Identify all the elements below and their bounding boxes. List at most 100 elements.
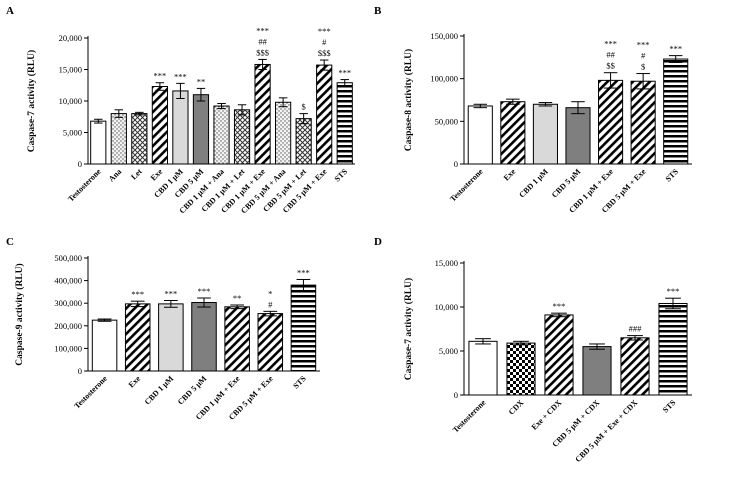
significance-label: ### (629, 324, 643, 334)
x-tick-label: STS (664, 167, 681, 184)
bar (124, 303, 151, 372)
significance-label: # (268, 299, 273, 309)
significance-label: $$ (606, 61, 615, 71)
significance-label: *** (604, 39, 617, 49)
significance-label: # (322, 37, 327, 47)
significance-label: *** (131, 289, 144, 299)
significance-label: *** (164, 288, 177, 298)
bar (151, 86, 168, 165)
bar (158, 303, 184, 372)
panel-D: D Caspase-7 activity (RLU) 0 5,000 10,000 15,… (374, 236, 692, 464)
x-tick-label: CBD 5 μM (550, 167, 583, 200)
x-tick-label: Exe (127, 374, 143, 390)
significance-label: # (641, 51, 646, 61)
bar (233, 109, 251, 165)
significance-label: ## (258, 36, 267, 46)
bar (565, 107, 591, 165)
significance-label: *** (154, 71, 167, 81)
significance-label: $$$ (318, 48, 331, 58)
y-tick-label: 400,000 (54, 276, 82, 286)
x-tick-label: Let (129, 167, 144, 182)
significance-label: *** (198, 286, 211, 296)
y-tick-label: 0 (78, 159, 82, 169)
x-tick-label: STS (291, 374, 308, 391)
x-tick-label: Exe (149, 167, 165, 183)
y-tick-label: 100,000 (430, 74, 458, 84)
panel-label-C: C (6, 236, 14, 248)
x-tick-label: Testosterone (448, 167, 485, 204)
significance-label: *** (637, 40, 650, 50)
bar (316, 64, 333, 165)
y-axis-label: Caspase-9 activity (RLU) (14, 263, 25, 365)
significance-label: $ (641, 62, 645, 72)
bar (336, 82, 353, 165)
bar (290, 284, 317, 372)
bar (172, 90, 189, 165)
bar (91, 319, 118, 372)
significance-label: *** (338, 68, 351, 78)
bar (630, 80, 656, 165)
significance-label: ** (197, 76, 206, 86)
panel-label-B: B (374, 5, 382, 17)
panel-C: C Caspase-9 activity (RLU) 0 100,000 200,000… (6, 236, 320, 422)
y-axis-label: Caspase-7 activity (RLU) (26, 50, 37, 152)
bar (213, 105, 230, 165)
bar (254, 63, 271, 165)
x-tick-label: Testosterone (72, 374, 109, 411)
significance-label: *** (174, 71, 187, 81)
bar (532, 103, 558, 165)
bar (257, 313, 284, 372)
bar (295, 118, 312, 165)
bar (598, 79, 624, 165)
y-tick-label: 200,000 (54, 321, 82, 331)
panel-label-A: A (6, 5, 14, 17)
y-axis-label: Caspase-8 activity (RLU) (403, 49, 414, 151)
bar (192, 94, 210, 165)
y-tick-label: 15,000 (59, 65, 82, 75)
bar (663, 58, 689, 165)
x-tick-label: CBD 1 μM (517, 167, 550, 200)
x-tick-label: STS (661, 398, 678, 415)
x-tick-label: CBD 5 μM + Exe + CDX (573, 398, 639, 464)
x-tick-label: Testosterone (451, 398, 488, 435)
x-tick-label: Testosterone (66, 167, 103, 204)
y-tick-label: 5,000 (63, 128, 82, 138)
y-tick-label: 10,000 (59, 96, 82, 106)
significance-label: *** (318, 26, 331, 36)
bar (506, 342, 536, 396)
significance-label: *** (669, 44, 682, 54)
panels-layer: A Caspase-7 activity (RLU) 0 5,000 10,000 15,… (6, 5, 692, 464)
bar (582, 346, 612, 396)
bar (275, 101, 292, 165)
y-axis-label: Caspase-7 activity (RLU) (403, 278, 414, 380)
x-tick-label: Exe + CDX (530, 398, 564, 432)
x-tick-label: CBD 1 μM (143, 374, 176, 407)
significance-label: *** (297, 267, 310, 277)
bar (544, 314, 574, 396)
bar (467, 105, 493, 165)
panel-A: A Caspase-7 activity (RLU) 0 5,000 10,000 15,… (6, 5, 355, 215)
y-tick-label: 50,000 (435, 116, 458, 126)
y-tick-label: 0 (78, 366, 82, 376)
significance-label: $ (302, 102, 306, 112)
y-tick-label: 0 (454, 390, 458, 400)
bar (131, 113, 148, 165)
bar (110, 113, 127, 165)
bar (90, 120, 107, 165)
significance-label: *** (256, 25, 269, 35)
significance-label: * (268, 288, 272, 298)
y-tick-label: 20,000 (59, 33, 82, 43)
bar (658, 302, 688, 396)
y-tick-label: 500,000 (54, 253, 82, 263)
y-tick-label: 0 (454, 159, 458, 169)
significance-label: *** (667, 286, 680, 296)
panel-B: B Caspase-8 activity (RLU) 0 50,000 100,000 1… (374, 5, 692, 215)
significance-label: ## (606, 50, 615, 60)
x-tick-label: STS (333, 167, 350, 184)
significance-label: $$$ (256, 47, 269, 57)
y-tick-label: 300,000 (54, 298, 82, 308)
x-tick-label: CBD 5 μM (176, 374, 209, 407)
significance-label: *** (553, 301, 566, 311)
